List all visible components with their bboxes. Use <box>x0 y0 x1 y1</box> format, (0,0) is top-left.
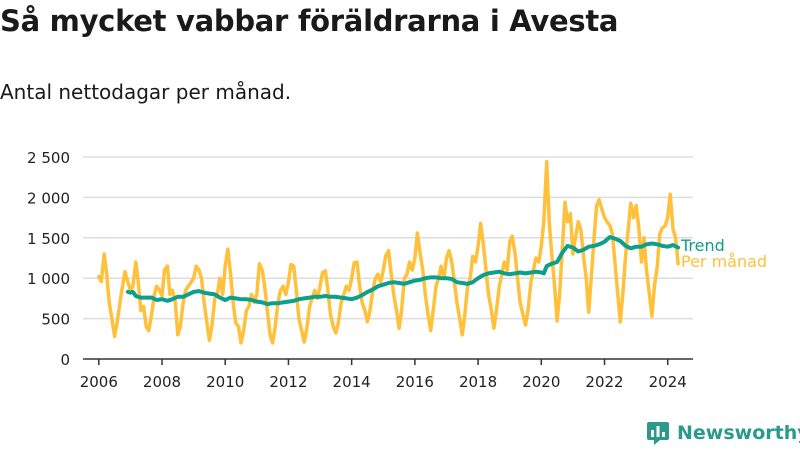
y-tick-label: 2 500 <box>27 149 70 167</box>
x-tick-label: 2012 <box>269 373 307 391</box>
x-axis: 2006 2008 2010 2012 2014 2016 2018 2020 2022 2024 <box>80 358 693 391</box>
y-tick-label: 2 000 <box>27 189 70 207</box>
chart-subtitle: Antal nettodagar per månad. <box>0 80 292 104</box>
newsworthy-logo-icon <box>647 422 669 445</box>
series-line-trend <box>125 235 681 307</box>
y-axis-tick-labels: 0 500 1 000 1 500 2 000 2 500 <box>27 149 70 369</box>
x-tick-label: 2010 <box>206 373 244 391</box>
x-tick-label: 2020 <box>522 373 560 391</box>
series-line-per-manad <box>97 160 680 345</box>
x-tick-label: 2014 <box>333 373 371 391</box>
x-tick-label: 2008 <box>143 373 181 391</box>
label-trend: Trend <box>680 236 725 255</box>
y-tick-label: 1 000 <box>27 270 70 288</box>
x-tick-label: 2018 <box>459 373 497 391</box>
chart-title: Så mycket vabbar föräldrarna i Avesta <box>0 4 619 38</box>
chart-series <box>97 160 681 345</box>
x-tick-label: 2022 <box>585 373 623 391</box>
x-tick-label: 2016 <box>396 373 434 391</box>
brand-name: Newsworthy <box>677 422 800 444</box>
y-tick-label: 1 500 <box>27 230 70 248</box>
newsworthy-brand: Newsworthy <box>645 420 800 446</box>
y-tick-label: 0 <box>60 351 70 369</box>
x-tick-label: 2024 <box>649 373 687 391</box>
label-per-manad: Per månad <box>681 252 767 271</box>
x-tick-label: 2006 <box>80 373 118 391</box>
y-tick-label: 500 <box>41 311 70 329</box>
